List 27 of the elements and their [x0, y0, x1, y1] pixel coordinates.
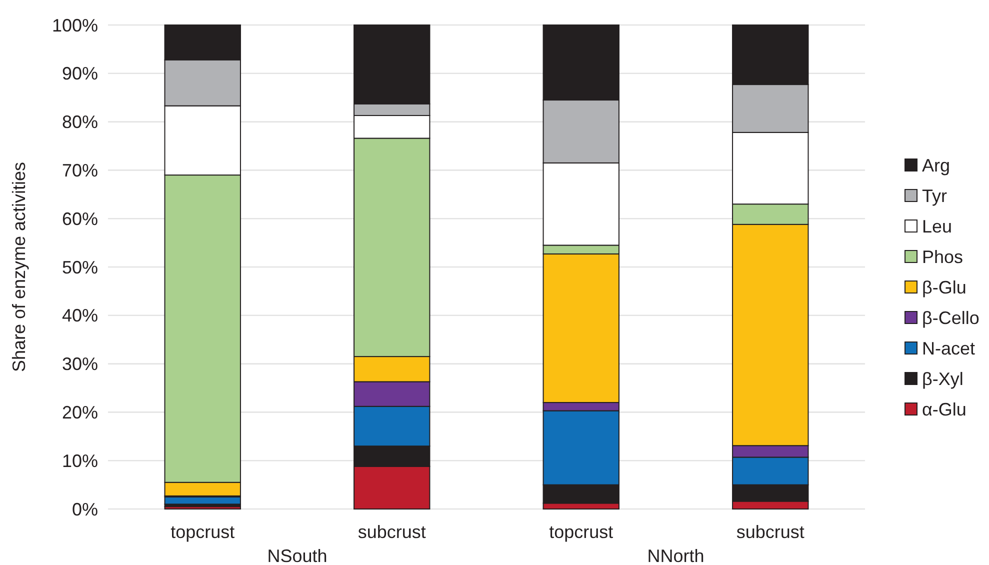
- legend-label: β-Xyl: [922, 368, 964, 389]
- x-tick-label: topcrust: [549, 522, 614, 542]
- x-tick-label: subcrust: [358, 522, 426, 542]
- y-tick-label: 0%: [72, 499, 98, 520]
- x-tick-label: subcrust: [736, 522, 804, 542]
- y-tick-label: 50%: [62, 257, 98, 278]
- legend-label: Leu: [922, 216, 952, 236]
- legend-label: N-acet: [922, 338, 976, 358]
- y-tick-label: 40%: [62, 306, 98, 326]
- y-tick-label: 90%: [62, 64, 98, 84]
- text: NSouth: [267, 546, 328, 565]
- legend-label: Arg: [922, 155, 950, 176]
- x-tick-label: topcrust: [170, 522, 235, 542]
- y-tick-label: 60%: [62, 208, 98, 229]
- legend-label: β-Glu: [922, 277, 966, 298]
- y-tick-label: 80%: [62, 112, 98, 132]
- text: NNorth: [647, 546, 704, 565]
- y-tick-label: 10%: [62, 450, 98, 471]
- y-tick-label: 100%: [52, 15, 98, 36]
- legend-label: Tyr: [922, 186, 947, 206]
- legend-label: β-Cello: [922, 308, 980, 328]
- y-tick-label: 20%: [62, 402, 98, 422]
- y-axis-title: Share of enzyme activities: [9, 162, 29, 372]
- y-tick-label: 70%: [62, 160, 98, 180]
- y-tick-label: 30%: [62, 354, 98, 374]
- legend-label: α-Glu: [922, 399, 966, 420]
- legend-label: Phos: [922, 246, 964, 267]
